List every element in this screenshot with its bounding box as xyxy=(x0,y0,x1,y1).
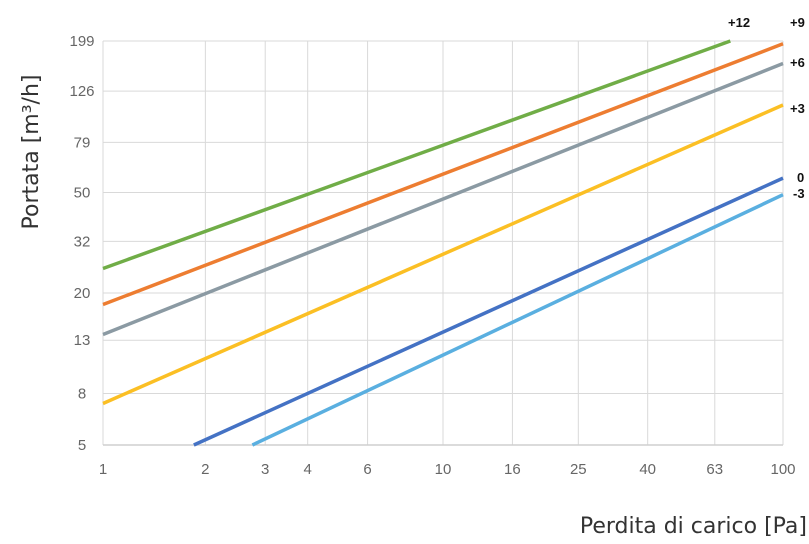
x-axis-title: Perdita di carico [Pa] xyxy=(580,514,807,539)
x-tick-label: 6 xyxy=(363,461,371,478)
series-line xyxy=(193,176,784,447)
series-line xyxy=(102,103,784,406)
x-tick-label: 25 xyxy=(570,461,587,478)
x-tick-label: 100 xyxy=(770,461,795,478)
x-tick-label: 10 xyxy=(435,461,452,478)
y-tick-label: 32 xyxy=(74,233,91,250)
y-tick-label: 8 xyxy=(78,385,86,402)
y-tick-label: 5 xyxy=(78,437,86,454)
x-tick-label: 3 xyxy=(261,461,269,478)
x-tick-labels: 1 2 3 4 6 10 16 25 40 63 100 xyxy=(99,461,796,478)
x-tick-label: 2 xyxy=(201,461,209,478)
series-label: +12 xyxy=(728,15,750,30)
series-line xyxy=(102,61,784,337)
y-gridlines xyxy=(103,40,783,394)
series-label: +3 xyxy=(790,101,805,116)
y-tick-labels: 5 8 13 20 32 50 79 126 199 xyxy=(69,33,94,454)
series-label: -3 xyxy=(793,186,805,201)
series-label: +6 xyxy=(790,55,805,70)
x-tick-label: 16 xyxy=(504,461,521,478)
x-tick-label: 63 xyxy=(706,461,723,478)
x-gridlines xyxy=(102,41,784,445)
y-tick-label: 20 xyxy=(74,285,91,302)
y-tick-label: 50 xyxy=(74,184,91,201)
y-axis-title: Portata [m³/h] xyxy=(19,75,44,230)
series-line xyxy=(102,42,784,307)
y-tick-label: 126 xyxy=(69,83,94,100)
series-lines xyxy=(102,39,784,447)
x-tick-label: 1 xyxy=(99,461,107,478)
series-line xyxy=(102,39,731,271)
series-line xyxy=(251,193,784,447)
y-tick-label: 79 xyxy=(74,134,91,151)
series-label: 0 xyxy=(797,170,804,185)
x-tick-label: 40 xyxy=(639,461,656,478)
series-labels: +12 +9 +6 +3 0-3 xyxy=(728,15,805,201)
series-label: +9 xyxy=(790,15,805,30)
y-tick-label: 13 xyxy=(74,332,91,349)
x-tick-label: 4 xyxy=(304,461,312,478)
y-tick-label: 199 xyxy=(69,33,94,50)
